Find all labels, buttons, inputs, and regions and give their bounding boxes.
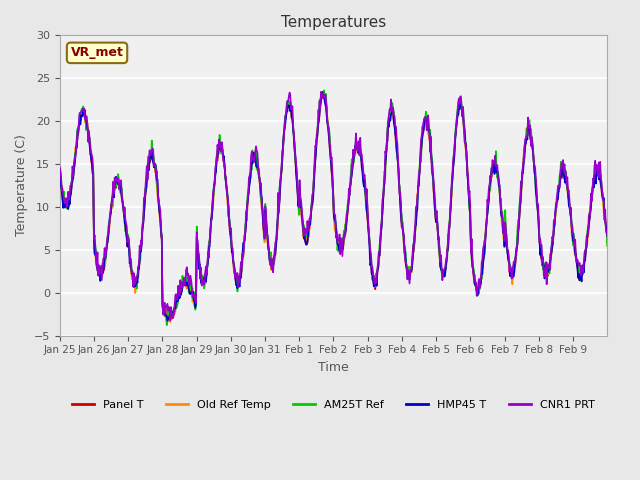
Panel T xyxy=(221,172,229,178)
Panel T xyxy=(422,120,430,126)
CNR1 PRT xyxy=(317,89,325,95)
Legend: Panel T, Old Ref Temp, AM25T Ref, HMP45 T, CNR1 PRT: Panel T, Old Ref Temp, AM25T Ref, HMP45 … xyxy=(68,395,599,414)
Old Ref Temp xyxy=(248,161,256,167)
Title: Temperatures: Temperatures xyxy=(281,15,386,30)
CNR1 PRT xyxy=(221,173,229,179)
AM25T Ref xyxy=(163,322,171,328)
CNR1 PRT xyxy=(269,269,277,275)
Line: CNR1 PRT: CNR1 PRT xyxy=(60,92,607,320)
HMP45 T xyxy=(164,318,172,324)
HMP45 T xyxy=(221,174,229,180)
Line: Old Ref Temp: Old Ref Temp xyxy=(60,92,607,322)
CNR1 PRT xyxy=(166,317,174,323)
Panel T xyxy=(248,154,256,159)
CNR1 PRT xyxy=(56,164,63,170)
Panel T xyxy=(164,317,172,323)
Panel T xyxy=(269,261,277,266)
Panel T xyxy=(120,209,128,215)
HMP45 T xyxy=(269,263,277,268)
AM25T Ref xyxy=(269,259,277,264)
HMP45 T xyxy=(120,211,128,216)
CNR1 PRT xyxy=(422,115,430,120)
HMP45 T xyxy=(392,131,399,137)
CNR1 PRT xyxy=(604,233,611,239)
Line: Panel T: Panel T xyxy=(60,96,607,320)
Panel T xyxy=(392,130,399,135)
Old Ref Temp xyxy=(392,132,399,138)
AM25T Ref xyxy=(56,172,63,178)
AM25T Ref xyxy=(248,147,256,153)
Y-axis label: Temperature (C): Temperature (C) xyxy=(15,134,28,237)
X-axis label: Time: Time xyxy=(318,361,349,374)
Old Ref Temp xyxy=(422,121,430,127)
AM25T Ref xyxy=(392,128,399,134)
AM25T Ref xyxy=(320,87,328,93)
Panel T xyxy=(56,170,63,176)
CNR1 PRT xyxy=(392,124,399,130)
CNR1 PRT xyxy=(248,156,256,162)
Old Ref Temp xyxy=(604,243,611,249)
Line: AM25T Ref: AM25T Ref xyxy=(60,90,607,325)
AM25T Ref xyxy=(120,213,128,219)
Old Ref Temp xyxy=(269,262,277,267)
HMP45 T xyxy=(248,161,256,167)
Text: VR_met: VR_met xyxy=(70,47,124,60)
Old Ref Temp xyxy=(56,171,63,177)
HMP45 T xyxy=(319,89,326,95)
Old Ref Temp xyxy=(166,319,174,325)
CNR1 PRT xyxy=(120,211,128,217)
AM25T Ref xyxy=(604,243,611,249)
HMP45 T xyxy=(604,233,611,239)
Old Ref Temp xyxy=(120,213,128,218)
Old Ref Temp xyxy=(319,89,327,95)
Old Ref Temp xyxy=(221,170,229,176)
AM25T Ref xyxy=(422,109,430,115)
HMP45 T xyxy=(422,118,430,124)
HMP45 T xyxy=(56,171,63,177)
Panel T xyxy=(604,232,611,238)
Panel T xyxy=(319,93,326,98)
AM25T Ref xyxy=(221,175,229,181)
Line: HMP45 T: HMP45 T xyxy=(60,92,607,321)
